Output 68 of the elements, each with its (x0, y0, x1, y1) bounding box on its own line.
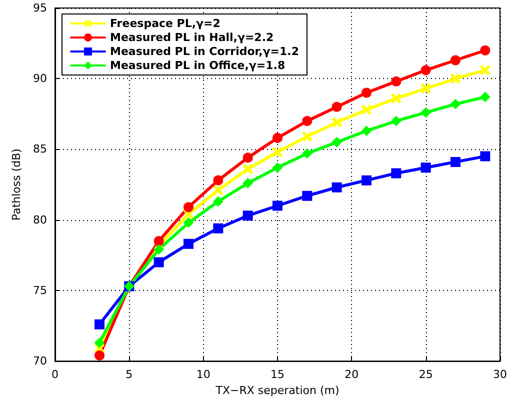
x-tick-label: 10 (196, 368, 210, 382)
point (450, 74, 460, 84)
point (184, 218, 194, 228)
point (391, 168, 402, 178)
point (480, 151, 490, 162)
point (94, 350, 104, 360)
x-tick-label: 15 (270, 368, 284, 382)
point (184, 238, 194, 249)
legend-label: Measured PL in Office,γ=1.8 (110, 59, 286, 72)
x-tick-label: 5 (126, 368, 133, 382)
y-tick-label: 85 (33, 142, 47, 156)
point (154, 236, 164, 246)
point (154, 244, 164, 255)
point (362, 104, 372, 115)
point (302, 116, 312, 126)
point (480, 65, 490, 76)
point (302, 132, 312, 142)
point (391, 93, 402, 104)
point (480, 92, 490, 102)
point (213, 175, 224, 186)
point (450, 156, 460, 167)
point (302, 148, 312, 158)
point (154, 257, 164, 268)
point (391, 116, 402, 126)
point (184, 202, 194, 212)
point (213, 185, 224, 196)
point (94, 319, 104, 330)
point (332, 117, 342, 128)
y-axis-title: Pathloss (dB) (10, 148, 24, 221)
point (420, 162, 431, 173)
point (450, 99, 460, 110)
x-tick-label: 25 (418, 368, 433, 382)
y-tick-label: 95 (33, 2, 47, 14)
point (362, 88, 372, 98)
point (420, 84, 431, 94)
point (242, 210, 253, 221)
point (242, 178, 253, 188)
x-tick-label: 30 (493, 368, 507, 382)
point (420, 65, 431, 76)
point (391, 76, 402, 86)
point (272, 147, 282, 158)
point (242, 164, 253, 174)
point (213, 223, 224, 234)
x-tick-label: 0 (52, 368, 58, 382)
point (242, 152, 253, 163)
point (480, 45, 490, 56)
y-tick-label: 75 (33, 284, 47, 297)
point (272, 200, 282, 211)
point (272, 132, 282, 143)
y-tick-label: 90 (33, 72, 47, 86)
legend-label: Measured PL in Corridor,γ=1.2 (110, 45, 299, 58)
point (213, 196, 224, 206)
point (332, 182, 342, 192)
point (94, 338, 104, 348)
point (450, 55, 460, 66)
y-tick-label: 80 (33, 213, 47, 226)
y-tick-label: 70 (33, 354, 47, 368)
point (302, 190, 312, 201)
x-tick-label: 20 (344, 368, 359, 382)
point (332, 102, 342, 112)
point (332, 137, 342, 148)
x-axis-title: TX−RX seperation (m) (214, 384, 340, 397)
point (362, 175, 372, 186)
legend-label: Measured PL in Hall,γ=2.2 (110, 31, 274, 44)
point (272, 162, 282, 173)
legend-label: Freespace PL,γ=2 (110, 17, 220, 30)
point (362, 126, 372, 136)
point (420, 108, 431, 118)
